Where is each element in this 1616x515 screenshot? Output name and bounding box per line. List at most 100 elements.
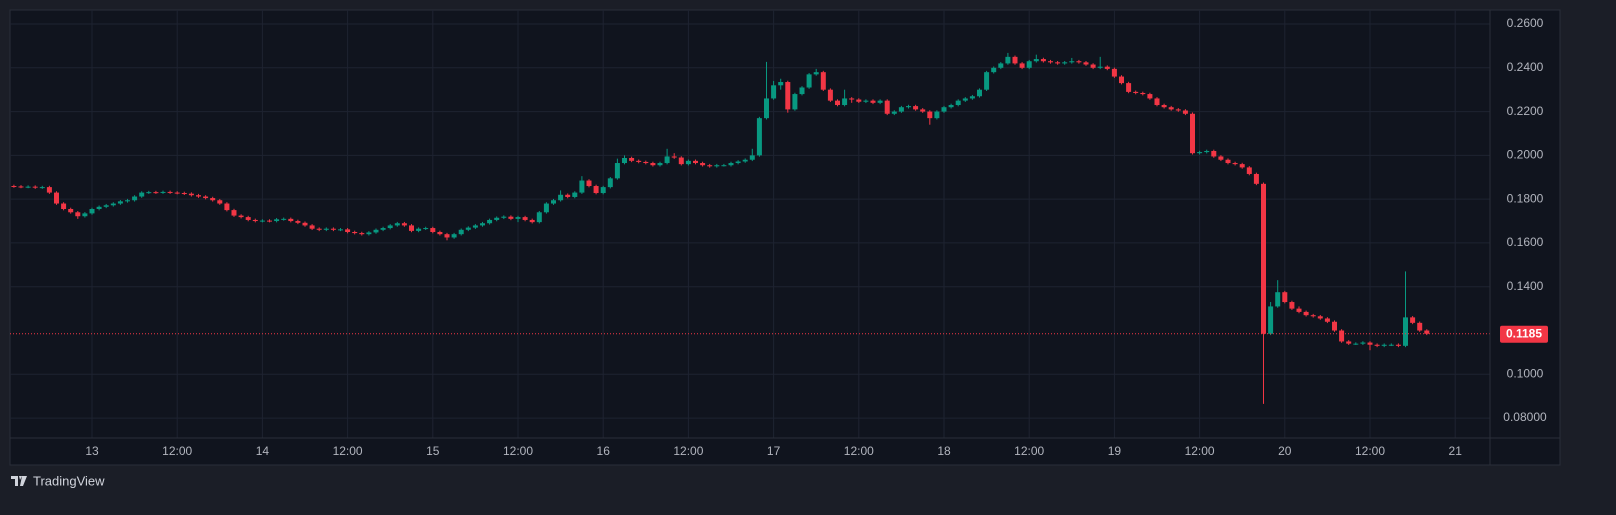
candle-body: [68, 209, 74, 213]
candle-body: [1154, 98, 1160, 106]
candle-body: [969, 96, 975, 99]
candle-body: [281, 218, 287, 220]
candle-body: [941, 107, 947, 112]
candle-body: [1055, 62, 1061, 64]
candle-body: [288, 218, 294, 222]
candle-body: [1111, 68, 1117, 77]
candle-body: [721, 165, 727, 167]
candle-body: [451, 234, 457, 238]
x-tick-label: 16: [597, 444, 611, 458]
candle-body: [543, 203, 549, 213]
x-tick-label: 12:00: [333, 444, 363, 458]
candle-body: [906, 106, 912, 108]
candle-body: [948, 105, 954, 108]
candle-body: [856, 99, 862, 102]
candle-body: [1303, 311, 1309, 316]
y-tick-label: 0.2000: [1507, 148, 1544, 162]
candle-body: [444, 234, 450, 238]
candle-body: [274, 219, 280, 222]
candle-body: [785, 82, 791, 110]
candle-body: [117, 201, 123, 204]
candle-body: [586, 180, 592, 187]
candle-body: [174, 192, 180, 194]
candle-body: [1232, 163, 1238, 165]
candle-body: [203, 196, 209, 199]
candle-body: [1332, 321, 1338, 331]
candle-body: [1310, 315, 1316, 317]
candle-body: [1168, 107, 1174, 110]
candle-body: [515, 217, 521, 219]
candle-body: [771, 85, 777, 99]
candle-body: [934, 111, 940, 119]
candle-body: [522, 217, 528, 220]
candle-body: [898, 107, 904, 112]
candle-body: [1424, 330, 1430, 334]
candle-body: [508, 216, 514, 219]
candle-body: [160, 191, 166, 193]
candle-body: [1239, 164, 1245, 168]
candle-body: [877, 100, 883, 103]
candle-body: [252, 219, 258, 222]
candle-body: [465, 227, 471, 230]
candle-body: [1133, 91, 1139, 93]
candle-body: [124, 200, 130, 202]
candle-body: [1246, 167, 1252, 174]
x-tick-label: 20: [1278, 444, 1292, 458]
candle-body: [1019, 63, 1025, 68]
candle-body: [671, 156, 677, 158]
candle-body: [487, 219, 493, 224]
candle-body: [501, 216, 507, 218]
y-tick-label: 0.1000: [1507, 366, 1544, 380]
candle-body: [700, 163, 706, 166]
candle-body: [1367, 342, 1373, 345]
candle-body: [792, 94, 798, 110]
x-tick-label: 15: [426, 444, 440, 458]
candle-body: [735, 161, 741, 164]
candle-body: [1275, 292, 1281, 307]
candle-body: [579, 180, 585, 193]
candle-body: [976, 89, 982, 97]
candle-body: [657, 163, 663, 166]
chart-frame: [9, 9, 1561, 466]
candle-body: [1417, 322, 1423, 331]
candle-body: [316, 228, 322, 230]
candle-body: [309, 225, 315, 229]
candle-body: [146, 192, 152, 194]
candle-body: [1261, 183, 1267, 334]
candle-body: [1012, 56, 1018, 64]
candle-body: [458, 229, 464, 235]
candle-body: [337, 229, 343, 231]
candle-body: [1402, 317, 1408, 346]
x-tick-label: 12:00: [1185, 444, 1215, 458]
y-tick-label: 0.1400: [1507, 279, 1544, 293]
candle-body: [437, 231, 443, 235]
candle-body: [1225, 159, 1231, 164]
candle-body: [842, 98, 848, 106]
x-tick-label: 21: [1449, 444, 1463, 458]
candle-body: [636, 160, 642, 162]
candle-body: [984, 72, 990, 90]
candle-body: [1346, 341, 1352, 344]
candle-body: [1410, 317, 1416, 323]
candle-body: [778, 82, 784, 86]
candle-body: [756, 118, 762, 156]
candle-body: [18, 186, 24, 188]
candle-body: [1040, 59, 1046, 62]
candle-body: [139, 192, 145, 197]
candle-body: [238, 215, 244, 218]
candle-body: [799, 87, 805, 95]
candle-body: [742, 159, 748, 162]
candle-body: [650, 163, 656, 166]
candle-body: [103, 205, 109, 207]
candle-body: [423, 228, 429, 230]
candle-body: [891, 111, 897, 114]
candle-body: [110, 203, 116, 206]
brand-name: TradingView: [33, 473, 105, 488]
candle-body: [352, 231, 358, 234]
candle-body: [685, 160, 691, 165]
candle-body: [430, 228, 436, 232]
y-tick-label: 0.1600: [1507, 235, 1544, 249]
candle-body: [1048, 61, 1054, 63]
candle-body: [1097, 66, 1103, 68]
